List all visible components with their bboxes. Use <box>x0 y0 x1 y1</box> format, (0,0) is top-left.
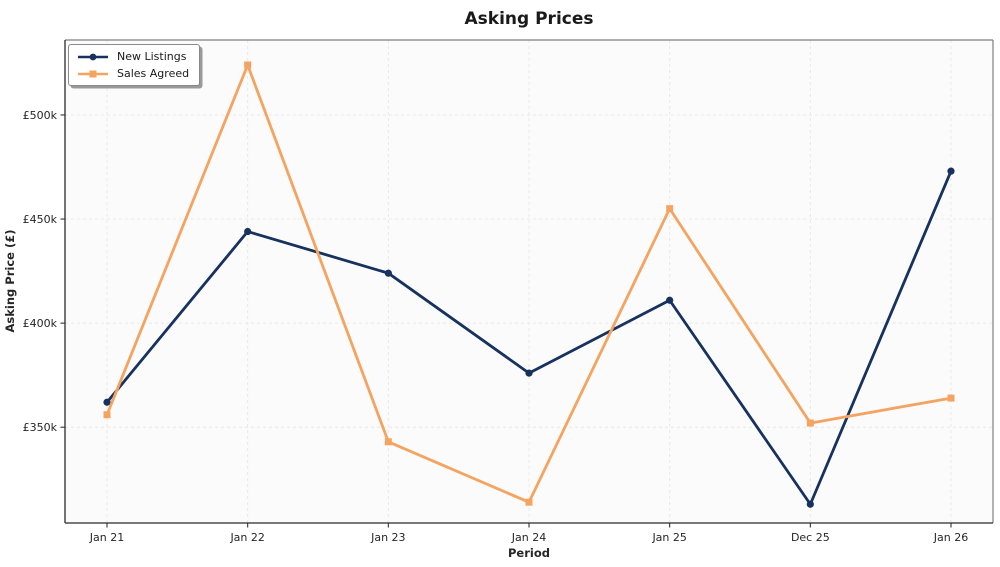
data-point-marker <box>666 205 674 213</box>
series-layer <box>103 61 955 508</box>
x-tick-label: Jan 21 <box>89 531 124 544</box>
legend-item-new-listings: New Listings <box>76 49 189 64</box>
chart-title: Asking Prices <box>465 9 594 29</box>
data-point-marker <box>103 398 111 406</box>
data-point-marker <box>384 269 392 277</box>
x-tick-label: Jan 24 <box>511 531 546 544</box>
x-tick-label: Jan 26 <box>933 531 968 544</box>
data-point-marker <box>806 419 814 427</box>
x-tick-label: Jan 23 <box>370 531 405 544</box>
y-tick-label: £350k <box>23 421 58 434</box>
data-point-marker <box>947 167 955 175</box>
legend-item-sales-agreed: Sales Agreed <box>76 66 189 81</box>
sales-agreed-line-sample-icon <box>78 70 108 77</box>
data-point-marker <box>525 498 533 506</box>
ticks-layer: £350k £400k £450k £500k Jan 21 Jan 22 Jan 23 Ja… <box>23 109 969 544</box>
data-point-marker <box>244 61 252 69</box>
data-point-marker <box>947 394 955 402</box>
y-tick-label: £450k <box>23 213 58 226</box>
legend: New Listings Sales Agreed <box>68 44 201 86</box>
grid-layer <box>65 40 993 523</box>
data-point-marker <box>525 369 533 377</box>
x-axis-label: Period <box>508 546 550 560</box>
x-tick-label: Dec 25 <box>791 531 830 544</box>
data-point-marker <box>666 296 674 304</box>
data-point-marker <box>806 500 814 508</box>
x-tick-label: Jan 22 <box>229 531 264 544</box>
data-point-marker <box>384 438 392 446</box>
data-point-marker <box>244 227 252 236</box>
y-tick-label: £400k <box>23 317 58 330</box>
legend-label-new-listings: New Listings <box>117 50 187 63</box>
x-tick-label: Jan 25 <box>651 531 686 544</box>
new-listings-line-sample-icon <box>78 53 108 60</box>
legend-label-sales-agreed: Sales Agreed <box>117 67 190 80</box>
labels-layer: Asking Prices Period Asking Price (£) <box>3 9 594 560</box>
y-axis-label: Asking Price (£) <box>3 230 17 333</box>
data-point-marker <box>103 411 111 419</box>
y-tick-label: £500k <box>23 109 58 122</box>
